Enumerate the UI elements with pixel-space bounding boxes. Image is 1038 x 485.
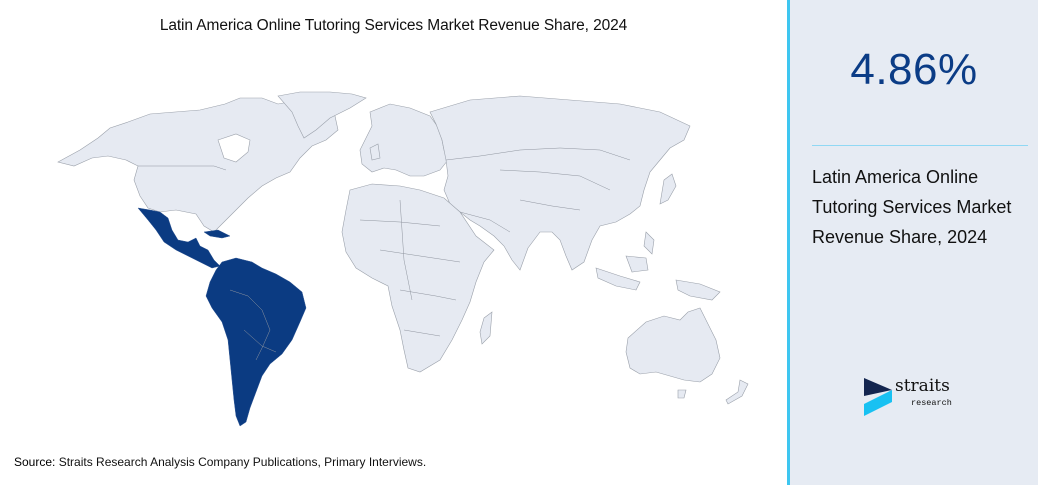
logo-name: straits: [895, 376, 950, 396]
world-map: [57, 91, 749, 427]
share-description: Latin America Online Tutoring Services M…: [812, 167, 1012, 247]
mexico-central-america: [137, 207, 221, 269]
cuba: [203, 229, 231, 239]
share-value: 4.86%: [850, 45, 978, 94]
australia: [625, 307, 721, 383]
europe: [359, 103, 449, 177]
divider: [812, 145, 1028, 146]
source-label: Source:: [14, 455, 56, 469]
logo-sub: research: [911, 398, 952, 408]
japan: [659, 173, 677, 205]
north-america: [57, 97, 339, 233]
map-panel: Latin America Online Tutoring Services M…: [14, 17, 749, 469]
arrow-chevron-logo-icon: [864, 378, 892, 416]
source-note: Source: Straits Research Analysis Compan…: [14, 455, 426, 469]
straits-research-logo: straits research: [862, 376, 972, 420]
stat-panel: 4.86% Latin America Online Tutoring Serv…: [787, 0, 1038, 485]
south-america: [205, 257, 307, 427]
chart-title: Latin America Online Tutoring Services M…: [159, 17, 628, 34]
africa: [341, 183, 495, 373]
greenland: [277, 91, 367, 139]
source-text: Straits Research Analysis Company Public…: [55, 455, 427, 469]
